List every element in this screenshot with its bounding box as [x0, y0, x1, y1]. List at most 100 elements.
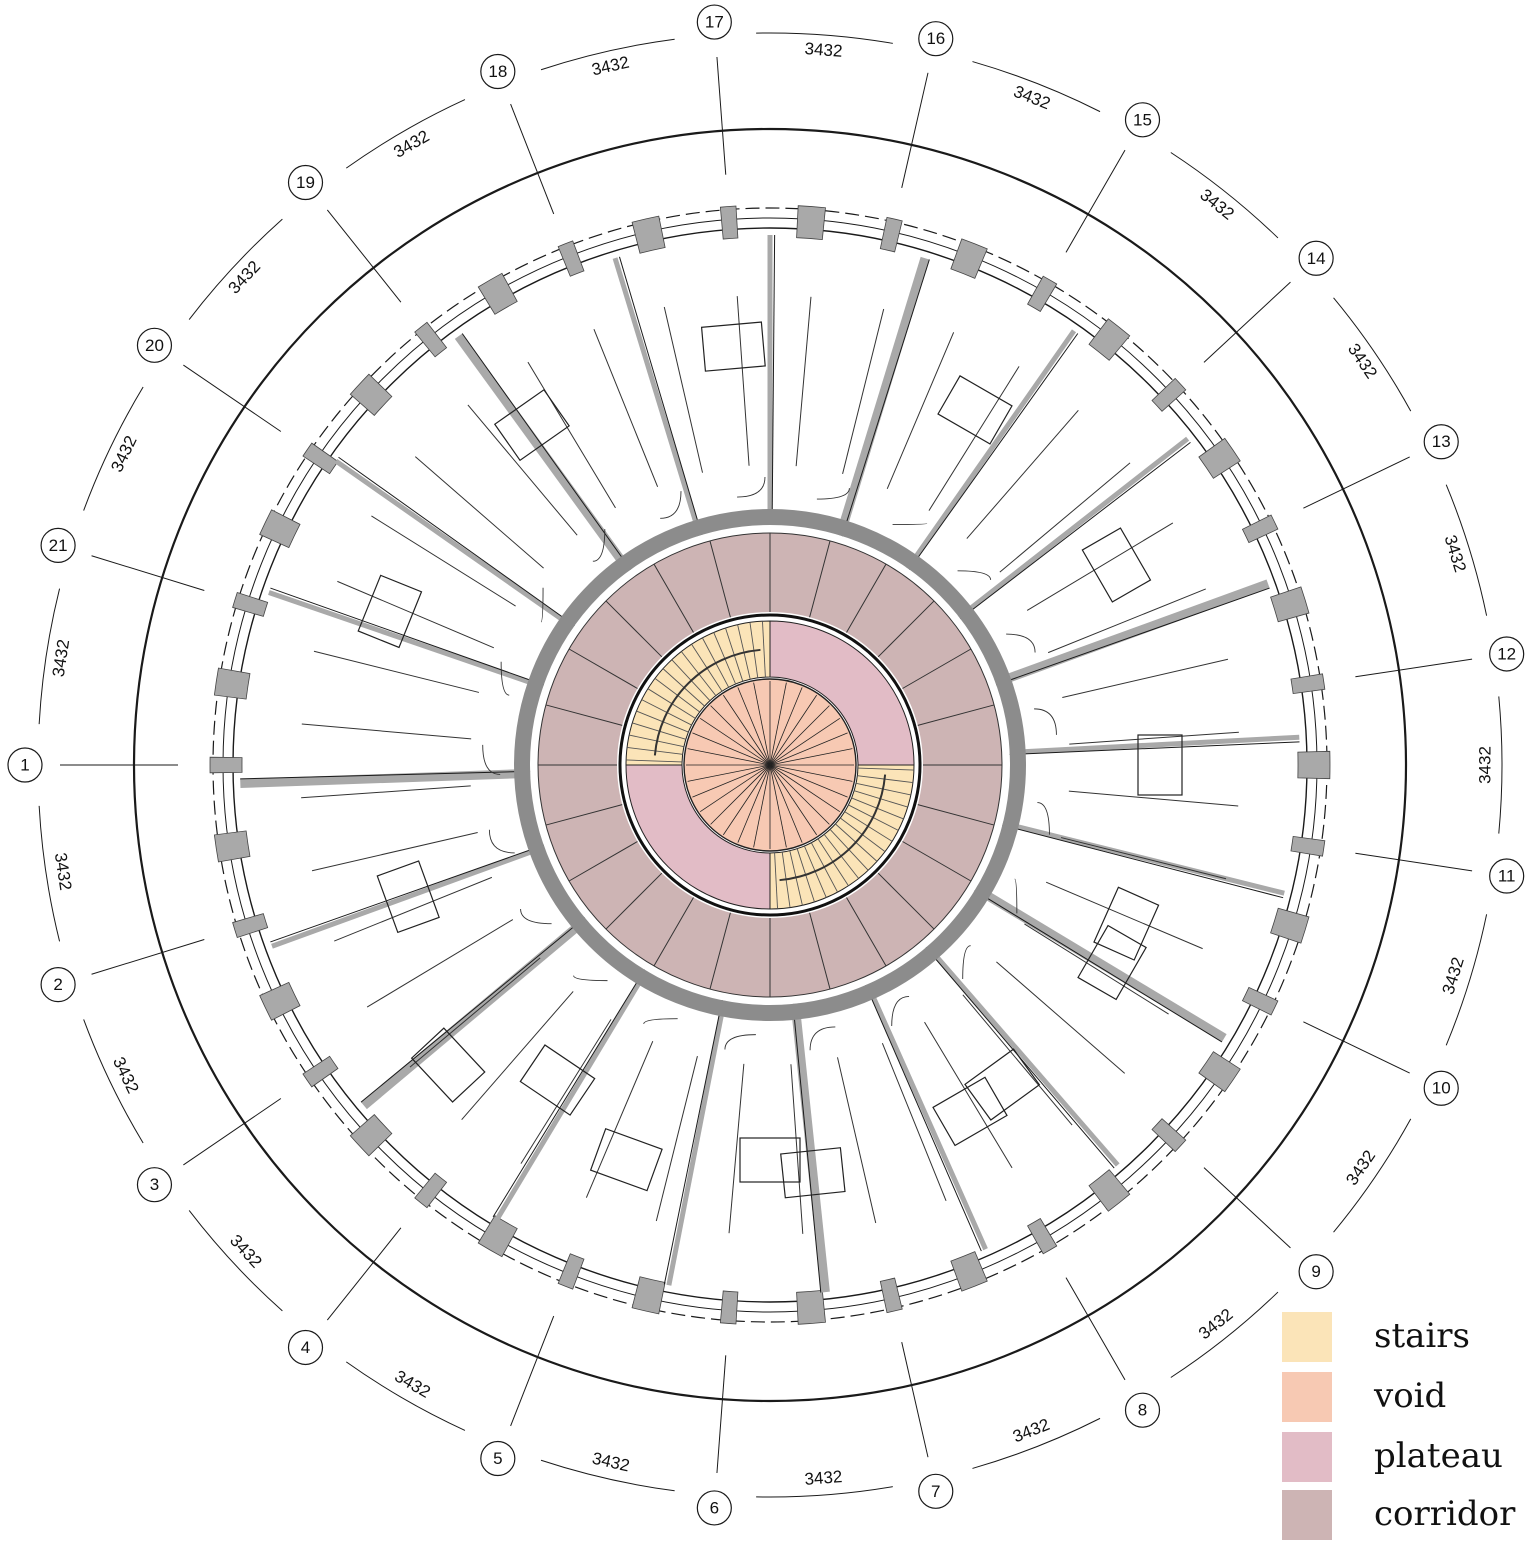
grid-axis-bubble — [287, 1329, 324, 1366]
partition-wall-edge — [960, 441, 1191, 620]
facade-pier — [1241, 514, 1279, 544]
door-swing — [957, 570, 992, 580]
corridor-segment-line — [877, 872, 935, 930]
dimension-arc — [1445, 484, 1488, 616]
room-partition — [461, 991, 574, 1121]
grid-axis-leader — [901, 72, 929, 188]
partition-wall-edge — [841, 259, 930, 537]
legend-swatch-plateau — [1282, 1432, 1332, 1482]
legend-item-void: void — [1282, 1372, 1522, 1424]
room-partition — [585, 1040, 654, 1198]
room-partition — [924, 1021, 1013, 1169]
corridor-segment-line — [709, 540, 731, 618]
partition-wall — [790, 1003, 830, 1293]
stair-tread — [762, 621, 766, 678]
facade-pier — [1241, 986, 1279, 1016]
corridor-segment-line — [545, 804, 623, 826]
room-partition — [966, 409, 1079, 539]
facade-pier — [1088, 1169, 1131, 1212]
void-radial-line — [710, 705, 771, 766]
door-swing — [962, 945, 971, 980]
room-partition — [1045, 881, 1203, 950]
void-radial-line — [769, 764, 853, 782]
facade-pier — [477, 1215, 518, 1258]
corridor-segment-line — [568, 648, 638, 689]
grid-axis-bubble — [480, 1440, 516, 1477]
partition-wall — [993, 579, 1270, 688]
void-radial-line — [769, 694, 818, 766]
facade-pier — [213, 667, 251, 700]
dining-table — [519, 1044, 596, 1116]
partition-wall-edge — [663, 1000, 723, 1285]
dining-table — [739, 1137, 801, 1183]
dining-table — [589, 1127, 663, 1192]
facade-pier — [1198, 1051, 1241, 1093]
dimension-label: 3432 — [226, 1231, 266, 1272]
grid-axis-leader — [716, 56, 727, 175]
dimension-arc — [540, 38, 675, 71]
grid-axis-leader — [326, 209, 402, 303]
partition-wall-edge — [792, 1003, 822, 1293]
door-swing — [1034, 708, 1057, 735]
plateau-south — [625, 764, 771, 910]
door-swing — [592, 529, 606, 562]
room-partition — [655, 1055, 698, 1222]
facade-pier — [950, 238, 988, 279]
partition-wall — [1009, 734, 1300, 755]
partition-wall — [835, 256, 930, 537]
partition-wall-edge — [461, 333, 632, 570]
dimension-arc — [1170, 1291, 1279, 1378]
dimension-arc — [38, 805, 61, 942]
grid-axis-label: 11 — [1498, 867, 1516, 886]
stairs-flight-east — [769, 764, 915, 910]
grid-axis-leader — [183, 1098, 282, 1166]
grid-axis-label: 10 — [1432, 1079, 1451, 1098]
dimension-arc — [972, 61, 1101, 113]
grid-axis-bubble — [7, 747, 43, 783]
void-radial-line — [737, 687, 771, 766]
door-swing — [724, 1034, 756, 1050]
dimension-arc — [1498, 696, 1503, 834]
corridor-segment-line — [917, 704, 995, 726]
facade-pier — [719, 1290, 739, 1325]
facade-pier — [879, 1277, 903, 1314]
grid-axis-bubble — [1124, 102, 1161, 138]
door-swing — [892, 523, 928, 525]
void-radial-line — [769, 748, 853, 766]
dining-table — [1137, 734, 1183, 796]
corridor-segment-line — [917, 804, 995, 826]
partition-wall-edge — [492, 969, 646, 1218]
room-partition — [414, 456, 544, 569]
legend-swatch-stairs — [1282, 1312, 1332, 1362]
room-partition — [313, 650, 480, 693]
partition-wall-edge — [996, 587, 1270, 686]
outer-slab-edge — [132, 127, 1408, 1403]
dimension-label: 3432 — [1196, 185, 1237, 223]
dimension-arc — [972, 1417, 1101, 1469]
void-radial-line — [710, 764, 771, 825]
grid-axis-leader — [1303, 456, 1410, 509]
partition-wall — [271, 844, 546, 949]
grid-axis-bubble — [696, 1490, 732, 1526]
room-partition — [527, 361, 616, 509]
room-partition — [520, 1019, 612, 1164]
grid-axis-leader — [326, 1227, 402, 1321]
grid-axis-bubble — [918, 21, 954, 57]
corridor-segment-line — [846, 563, 887, 633]
grid-axis-bubble — [1423, 424, 1459, 460]
facade-pier — [719, 205, 739, 240]
partition-wall — [957, 436, 1190, 620]
grid-axis-label: 7 — [931, 1482, 940, 1501]
legend-item-corridor: corridor — [1282, 1490, 1522, 1542]
facade-pier — [1027, 275, 1058, 313]
void-radial-line — [769, 764, 818, 836]
void-radial-line — [687, 748, 771, 766]
void-radial-line — [687, 764, 771, 782]
partition-wall — [612, 257, 703, 537]
facade-pier — [1270, 907, 1310, 944]
room-partition — [593, 329, 659, 488]
legend-swatch-void — [1282, 1372, 1332, 1422]
grid-axis-leader — [1065, 1277, 1126, 1381]
grid-axis-leader — [510, 103, 555, 215]
